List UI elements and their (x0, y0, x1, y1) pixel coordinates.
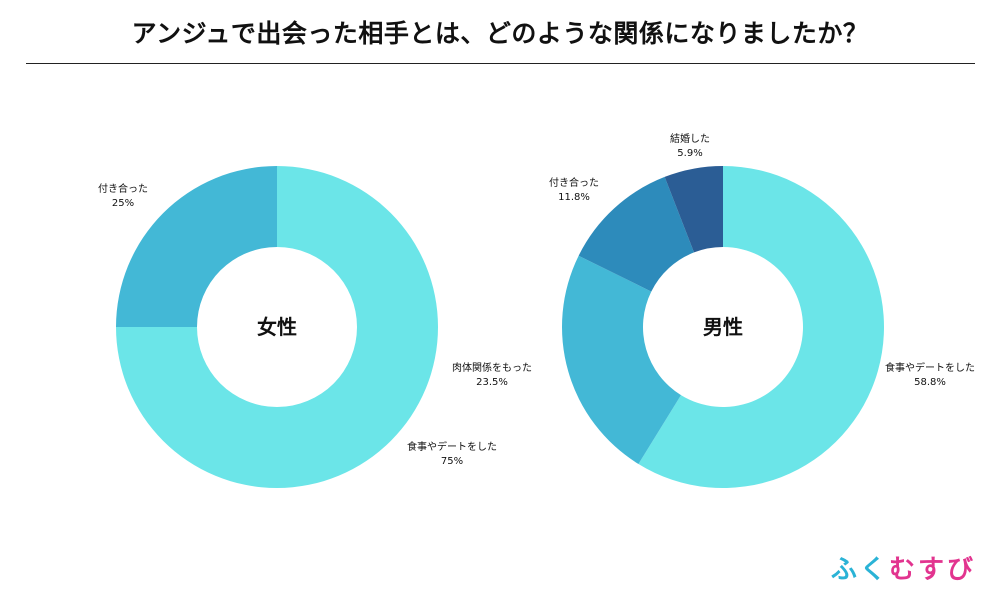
slice-value-label: 11.8% (558, 192, 590, 203)
slice-label: 付き合った (98, 182, 148, 195)
slice-value-label: 5.9% (677, 148, 702, 159)
donut-slice (638, 166, 884, 488)
title-divider (26, 63, 975, 64)
slice-label: 食事やデートをした (885, 361, 975, 374)
donut-center-label: 女性 (257, 315, 297, 339)
slice-value-label: 25% (112, 198, 134, 209)
slice-value-label: 58.8% (914, 377, 946, 388)
logo-char: む (888, 555, 918, 585)
donut-slice (562, 255, 681, 465)
slice-label: 肉体関係をもった (452, 361, 532, 374)
slice-value-label: 75% (441, 456, 463, 467)
donut-slice (578, 176, 695, 292)
donut-center-label: 男性 (703, 315, 743, 339)
logo-char: く (859, 555, 889, 585)
logo-char: す (917, 555, 947, 585)
slice-value-label: 23.5% (476, 377, 508, 388)
donut-slice (664, 166, 723, 253)
slice-label: 食事やデートをした (407, 440, 497, 453)
logo-char: ふ (830, 555, 860, 585)
slice-label: 付き合った (549, 176, 599, 189)
donut-slice (116, 166, 438, 488)
slice-label: 結婚した (670, 132, 710, 145)
logo-char: び (946, 555, 976, 585)
chart-title: アンジュで出会った相手とは、どのような関係になりましたか？ (131, 19, 869, 48)
fukumusubi-logo: ふくむすび (831, 549, 976, 586)
donut-slice (116, 166, 277, 327)
